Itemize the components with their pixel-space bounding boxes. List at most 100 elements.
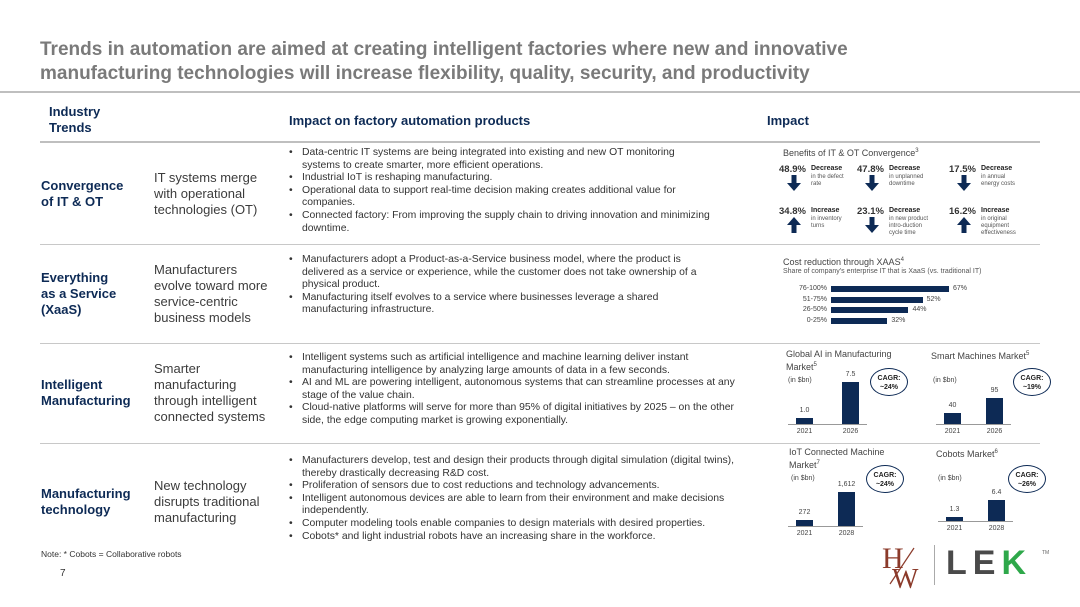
benefit-label: Increase bbox=[811, 207, 840, 214]
category-label: 0-25% bbox=[806, 316, 827, 324]
year-label: 2028 bbox=[988, 525, 1005, 532]
desc-line: evolve toward more bbox=[154, 278, 268, 293]
chart-title-text: Cobots Market bbox=[936, 449, 995, 459]
benefit-subtext-line: in inventory bbox=[811, 216, 842, 222]
arrow-up-icon bbox=[787, 217, 801, 233]
desc-line: technologies (OT) bbox=[154, 202, 258, 217]
desc-line: business models bbox=[154, 310, 251, 325]
bullet-item: Cobots* and light industrial robots have… bbox=[285, 531, 735, 544]
benefit-subtext: in the defect rate bbox=[811, 174, 844, 188]
trend-line: (XaaS) bbox=[41, 302, 82, 317]
benefit-subtext-line: cycle time bbox=[889, 230, 916, 236]
row-divider bbox=[40, 244, 1040, 245]
value-label: 1.3 bbox=[949, 505, 960, 513]
x-axis bbox=[938, 521, 1013, 522]
impact-bullets: Manufacturers develop, test and design t… bbox=[285, 455, 735, 543]
benefit-subtext: in annual energy costs bbox=[981, 174, 1015, 188]
arrow-down-icon bbox=[865, 175, 879, 191]
unit-label: (in $bn) bbox=[788, 377, 812, 384]
footnote: Note: * Cobots = Collaborative robots bbox=[41, 549, 182, 559]
benefit-percent: 34.8% bbox=[779, 206, 806, 217]
year-label: 2028 bbox=[838, 530, 855, 537]
desc-line: manufacturing bbox=[154, 377, 237, 392]
header-impact: Impact bbox=[767, 113, 809, 128]
trend-description: Manufacturers evolve toward more service… bbox=[154, 262, 267, 326]
benefit-label: Increase bbox=[981, 207, 1010, 214]
unit-label: (in $bn) bbox=[933, 377, 957, 384]
category-label: 51-75% bbox=[802, 295, 827, 303]
bar bbox=[842, 382, 859, 424]
benefit-percent: 16.2% bbox=[949, 206, 976, 217]
year-label: 2021 bbox=[796, 428, 813, 435]
title-line-2: manufacturing technologies will increase… bbox=[40, 63, 810, 84]
cagr-value: ~24% bbox=[879, 384, 899, 391]
trend-line: as a Service bbox=[41, 286, 117, 301]
svg-text:W: W bbox=[892, 564, 919, 590]
chart-title-text: IoT Connected Machine Market bbox=[789, 447, 885, 470]
bullet-item: Computer modeling tools enable companies… bbox=[285, 518, 735, 531]
bar bbox=[831, 286, 949, 292]
year-label: 2021 bbox=[944, 428, 961, 435]
row-divider bbox=[40, 443, 1040, 444]
benefit-subtext-line: in unplanned bbox=[889, 174, 924, 180]
bullet-item: Manufacturing itself evolves to a servic… bbox=[285, 292, 725, 317]
trend-line: Manufacturing bbox=[41, 393, 131, 408]
benefits-title-text: Benefits of IT & OT Convergence bbox=[783, 148, 916, 158]
trend-intelligent-manufacturing: Intelligent Manufacturing bbox=[41, 377, 131, 409]
svg-text:H: H bbox=[882, 542, 904, 575]
bar bbox=[838, 492, 855, 526]
chart-title-text: Smart Machines Market bbox=[931, 351, 1027, 361]
arrow-down-icon bbox=[865, 217, 879, 233]
value-label: 6.4 bbox=[991, 489, 1002, 496]
value-label: 1,612 bbox=[837, 481, 856, 488]
footnote-ref: 4 bbox=[900, 257, 904, 263]
benefit-subtext: in new product intro-duction cycle time bbox=[889, 216, 928, 237]
benefit-subtext: in inventory turns bbox=[811, 216, 842, 230]
bar bbox=[796, 418, 813, 424]
lek-letter-k: K bbox=[1001, 544, 1033, 582]
value-label: 95 bbox=[990, 387, 999, 394]
benefit-subtext: in original equipment effectiveness bbox=[981, 216, 1016, 237]
cagr-value: ~19% bbox=[1022, 384, 1042, 391]
trend-line: of IT & OT bbox=[41, 194, 104, 209]
value-label: 1.0 bbox=[799, 407, 810, 415]
x-axis bbox=[936, 424, 1011, 425]
bar bbox=[796, 520, 813, 526]
bullet-item: AI and ML are powering intelligent, auto… bbox=[285, 377, 743, 402]
arrow-up-icon bbox=[957, 217, 971, 233]
chart-title-text: Global AI in Manufacturing Market bbox=[786, 349, 892, 372]
footnote-ref: 3 bbox=[915, 148, 919, 154]
benefit-label: Decrease bbox=[981, 165, 1013, 172]
benefits-title: Benefits of IT & OT Convergence3 bbox=[783, 146, 919, 159]
bullet-item: Cloud-native platforms will serve for mo… bbox=[285, 402, 743, 427]
cagr-label: CAGR: bbox=[873, 472, 897, 479]
year-label: 2026 bbox=[986, 428, 1003, 435]
benefit-subtext-line: downtime bbox=[889, 181, 915, 187]
trend-xaas: Everything as a Service (XaaS) bbox=[41, 270, 116, 318]
row-divider bbox=[40, 343, 1040, 344]
footnote-ref: 7 bbox=[816, 460, 820, 466]
trend-description: New technology disrupts traditional manu… bbox=[154, 478, 260, 526]
bar bbox=[986, 398, 1003, 424]
benefit-label: Decrease bbox=[889, 165, 921, 172]
bullet-item: Operational data to support real-time de… bbox=[285, 185, 710, 210]
bullet-item: Manufacturers develop, test and design t… bbox=[285, 455, 735, 480]
benefit-subtext: in unplanned downtime bbox=[889, 174, 923, 188]
bar bbox=[831, 296, 923, 303]
bar bbox=[988, 500, 1005, 521]
cagr-label: CAGR: bbox=[1020, 375, 1044, 382]
unit-label: (in $bn) bbox=[938, 475, 962, 482]
trend-description: IT systems merge with operational techno… bbox=[154, 170, 257, 218]
cagr-label: CAGR: bbox=[1015, 472, 1039, 479]
benefit-subtext-line: in annual bbox=[981, 174, 1006, 180]
trademark: TM bbox=[1042, 550, 1050, 556]
cagr-label: CAGR: bbox=[877, 375, 901, 382]
value-label: 32% bbox=[891, 316, 906, 324]
cagr-value: ~26% bbox=[1017, 481, 1037, 488]
footnote-ref: 6 bbox=[994, 449, 998, 455]
bullet-item: Data-centric IT systems are being integr… bbox=[285, 147, 710, 172]
impact-bullets: Data-centric IT systems are being integr… bbox=[285, 147, 710, 235]
header-impact-products: Impact on factory automation products bbox=[289, 113, 531, 128]
value-label: 40 bbox=[948, 402, 957, 410]
chart-title: Cobots Market6 bbox=[936, 447, 1036, 460]
